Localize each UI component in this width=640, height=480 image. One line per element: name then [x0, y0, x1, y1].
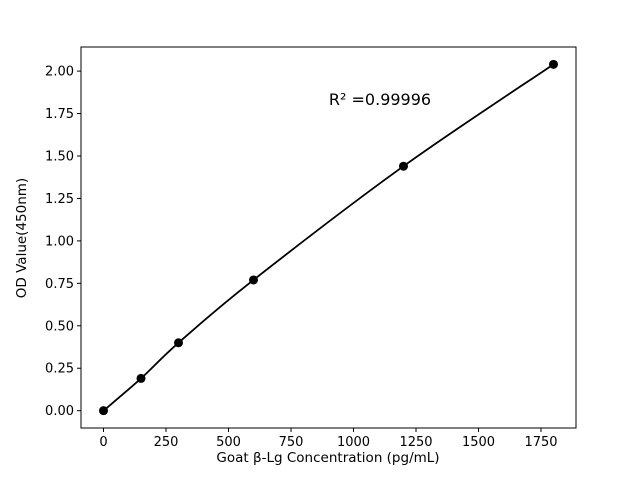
- r-squared-annotation: R² =0.99996: [329, 90, 431, 109]
- y-tick-label: 1.25: [45, 192, 74, 207]
- y-tick-label: 1.00: [45, 234, 74, 249]
- x-tick-label: 1500: [462, 435, 495, 450]
- x-tick-label: 1000: [337, 435, 370, 450]
- x-tick-label: 250: [154, 435, 179, 450]
- x-tick-label: 500: [216, 435, 241, 450]
- data-point: [549, 59, 558, 69]
- x-tick-label: 750: [279, 435, 304, 450]
- y-tick-label: 0.75: [45, 277, 74, 292]
- plot-frame: [80, 46, 577, 429]
- y-axis-label: OD Value(450nm): [14, 178, 30, 298]
- y-tick-label: 0.50: [45, 319, 74, 334]
- y-tick-label: 2.00: [45, 65, 74, 80]
- data-point: [99, 406, 108, 416]
- y-tick-label: 0.00: [45, 404, 74, 419]
- x-axis-label: Goat β-Lg Concentration (pg/mL): [216, 450, 439, 466]
- data-point: [399, 161, 408, 171]
- data-point: [174, 338, 183, 348]
- x-tick-label: 1750: [524, 435, 557, 450]
- y-tick-label: 1.75: [45, 107, 74, 122]
- y-tick-label: 1.50: [45, 150, 74, 165]
- x-tick-label: 1250: [399, 435, 432, 450]
- y-tick-label: 0.25: [45, 362, 74, 377]
- data-point: [249, 275, 258, 285]
- data-point: [136, 373, 146, 383]
- x-tick-label: 0: [99, 435, 107, 450]
- plot-area: 0 250 500 750 1000 1250 1500 1750 0.00 0.25 0.50 0.…: [45, 46, 577, 450]
